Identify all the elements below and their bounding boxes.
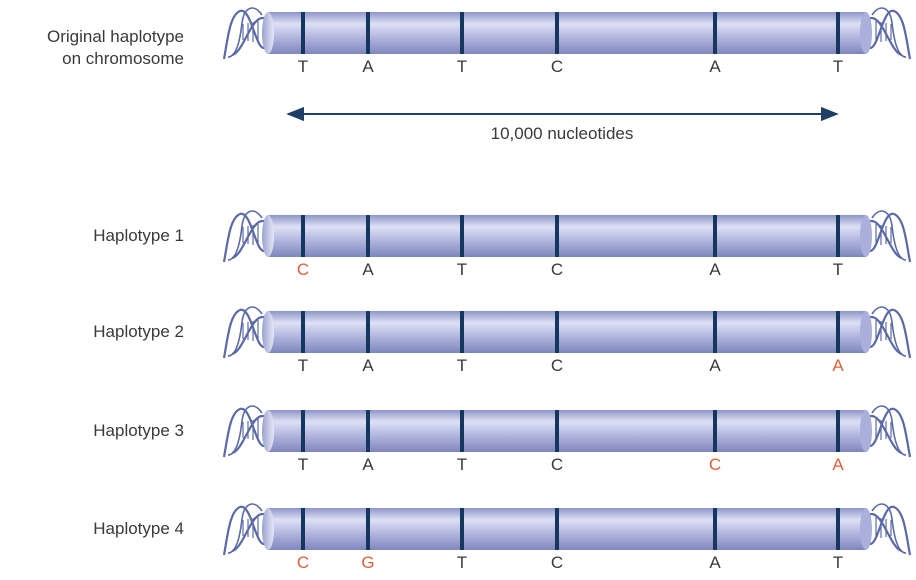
haplotype-3-bar-right-cap	[860, 410, 872, 452]
haplotype-2-base-6: A	[832, 356, 844, 375]
haplotype-3-base-3: T	[456, 455, 468, 474]
haplotype-1-bar-left-cap	[262, 215, 274, 257]
haplotype-1-label: Haplotype 1	[93, 226, 184, 245]
haplotype-4-chromosome-bar	[268, 508, 866, 550]
haplotype-2-label: Haplotype 2	[93, 322, 184, 341]
original-bar-right-cap	[860, 12, 872, 54]
haplotype-4-chromosome	[222, 503, 912, 556]
haplotype-1-chromosome	[222, 210, 912, 263]
haplotype-4-base-2: G	[361, 553, 375, 572]
haplotype-3-bar-left-cap	[262, 410, 274, 452]
original-haplotype-label: Original haplotype on chromosome	[47, 26, 184, 70]
original-chromosome	[222, 7, 912, 60]
haplotype-3-base-5: C	[708, 455, 722, 474]
haplotype-2-base-5: A	[709, 356, 721, 375]
haplotype-1-left-dna-helix-icon	[222, 210, 267, 263]
haplotype-2-bar-right-cap	[860, 311, 872, 353]
original-base-3: T	[456, 57, 468, 76]
haplotype-1-base-1: C	[296, 260, 310, 279]
haplotype-2-base-2: A	[362, 356, 374, 375]
original-label-line2: on chromosome	[62, 49, 184, 68]
haplotype-2-bar-left-cap	[262, 311, 274, 353]
haplotype-1-base-6: T	[832, 260, 844, 279]
haplotype-2-base-3: T	[456, 356, 468, 375]
haplotype-1-base-3: T	[456, 260, 468, 279]
original-base-1: T	[297, 57, 309, 76]
original-base-6: T	[832, 57, 844, 76]
haplotype-2-base-4: C	[550, 356, 564, 375]
haplotype-2-left-dna-helix-icon	[222, 306, 267, 359]
original-label-line1: Original haplotype	[46, 27, 184, 46]
original-chromosome-bar	[268, 12, 866, 54]
haplotype-1-right-dna-helix-icon	[867, 210, 912, 263]
original-base-4: C	[550, 57, 564, 76]
haplotype-4-base-4: C	[550, 553, 564, 572]
haplotype-1-bar-right-cap	[860, 215, 872, 257]
original-base-5: A	[709, 57, 721, 76]
haplotype-4-bar-right-cap	[860, 508, 872, 550]
original-base-2: A	[362, 57, 374, 76]
haplotype-2-right-dna-helix-icon	[867, 306, 912, 359]
haplotype-3-chromosome	[222, 405, 912, 458]
original-right-dna-helix-icon	[867, 7, 912, 60]
haplotype-2-base-1: T	[297, 356, 309, 375]
haplotype-2-chromosome	[222, 306, 912, 359]
haplotype-3-right-dna-helix-icon	[867, 405, 912, 458]
haplotype-4-bar-left-cap	[262, 508, 274, 550]
haplotype-3-base-6: A	[832, 455, 844, 474]
haplotype-3-base-4: C	[550, 455, 564, 474]
original-bar-left-cap	[262, 12, 274, 54]
haplotype-1-base-5: A	[709, 260, 721, 279]
haplotype-4-base-6: T	[832, 553, 844, 572]
haplotype-4-right-dna-helix-icon	[867, 503, 912, 556]
haplotype-4-base-1: C	[296, 553, 310, 572]
haplotype-3-chromosome-bar	[268, 410, 866, 452]
haplotype-4-label: Haplotype 4	[93, 519, 184, 538]
haplotype-3-base-2: A	[362, 455, 374, 474]
haplotype-4-base-3: T	[456, 553, 468, 572]
haplotype-4-base-5: A	[709, 553, 721, 572]
haplotype-3-left-dna-helix-icon	[222, 405, 267, 458]
haplotype-2-chromosome-bar	[268, 311, 866, 353]
haplotype-3-label: Haplotype 3	[93, 421, 184, 440]
span-length-label: 10,000 nucleotides	[490, 124, 634, 143]
original-left-dna-helix-icon	[222, 7, 267, 60]
haplotype-1-base-4: C	[550, 260, 564, 279]
haplotype-4-left-dna-helix-icon	[222, 503, 267, 556]
haplotype-1-chromosome-bar	[268, 215, 866, 257]
haplotype-1-base-2: A	[362, 260, 374, 279]
haplotype-3-base-1: T	[297, 455, 309, 474]
